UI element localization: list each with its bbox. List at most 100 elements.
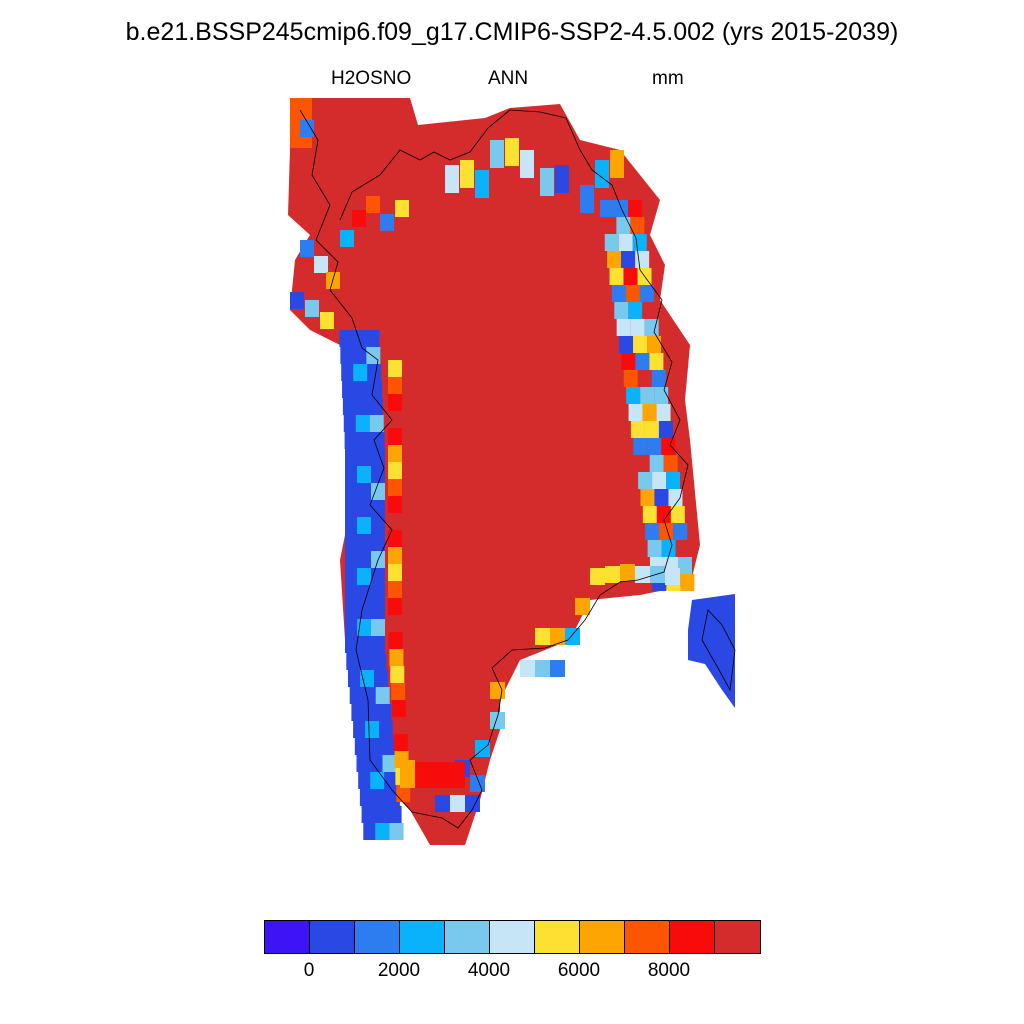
grid-cell bbox=[652, 472, 667, 489]
grid-cell bbox=[644, 319, 659, 336]
coastline bbox=[299, 109, 689, 829]
grid-cell bbox=[435, 795, 450, 812]
grid-cell bbox=[644, 421, 659, 438]
grid-cell bbox=[638, 472, 653, 489]
grid-cell bbox=[388, 564, 402, 581]
grid-cell bbox=[415, 762, 465, 788]
grid-cell bbox=[621, 251, 636, 268]
grid-cell bbox=[659, 523, 674, 540]
grid-cell bbox=[344, 432, 385, 449]
grid-cell bbox=[357, 568, 371, 585]
grid-cell bbox=[604, 234, 619, 251]
grid-cell bbox=[470, 775, 485, 792]
colorbar-swatch-6 bbox=[535, 921, 580, 953]
variable-label: H2OSNO bbox=[331, 68, 412, 89]
grid-cell bbox=[640, 387, 655, 404]
grid-cell bbox=[633, 336, 648, 353]
grid-cell bbox=[345, 500, 385, 517]
grid-cell bbox=[623, 370, 638, 387]
colorbar-swatch-0 bbox=[265, 921, 310, 953]
grid-cell bbox=[460, 160, 474, 188]
grid-cell bbox=[637, 370, 652, 387]
grid-cell bbox=[389, 649, 404, 666]
grid-cell bbox=[351, 704, 392, 721]
grid-cell bbox=[365, 721, 380, 738]
grid-cell bbox=[388, 411, 402, 428]
grid-cell bbox=[649, 353, 664, 370]
grid-cell bbox=[654, 489, 669, 506]
grid-cell bbox=[535, 628, 550, 645]
grid-cell bbox=[635, 455, 650, 472]
colorbar-tick-label: 4000 bbox=[467, 960, 511, 981]
colorbar-swatch-2 bbox=[355, 921, 400, 953]
grid-cell bbox=[361, 806, 402, 823]
plot-title: b.e21.BSSP245cmip6.f09_g17.CMIP6-SSP2-4.… bbox=[125, 18, 899, 46]
grid-cell bbox=[540, 168, 554, 196]
grid-cell bbox=[647, 438, 662, 455]
grid-cell bbox=[393, 734, 408, 751]
grid-cell bbox=[580, 185, 594, 213]
grid-cell bbox=[649, 455, 664, 472]
grid-cell bbox=[621, 353, 636, 370]
grid-cell bbox=[371, 619, 385, 636]
grid-cell bbox=[626, 387, 641, 404]
grid-cell bbox=[602, 217, 617, 234]
grid-cell bbox=[445, 165, 459, 193]
grid-cell bbox=[345, 636, 385, 653]
grid-cell bbox=[354, 738, 395, 755]
grid-cell bbox=[357, 619, 371, 636]
grid-cell bbox=[389, 823, 404, 840]
grid-cell bbox=[680, 574, 695, 591]
grid-cell bbox=[642, 404, 657, 421]
grid-cell bbox=[388, 360, 402, 377]
grid-cell bbox=[388, 377, 402, 394]
grid-cell bbox=[628, 200, 642, 217]
grid-cell bbox=[645, 523, 660, 540]
grid-cell bbox=[320, 312, 334, 329]
island-coastline bbox=[701, 609, 736, 692]
grid-cell bbox=[345, 585, 385, 602]
grid-cell bbox=[639, 285, 654, 302]
grid-cell bbox=[650, 566, 665, 583]
grid-cell bbox=[670, 506, 685, 523]
grid-cell bbox=[352, 210, 366, 227]
grid-cell bbox=[647, 540, 662, 557]
season-label: ANN bbox=[488, 68, 529, 89]
grid-cell bbox=[663, 455, 678, 472]
grid-cell bbox=[380, 214, 394, 231]
grid-cell bbox=[360, 670, 374, 687]
grid-cell bbox=[340, 230, 354, 247]
grid-cell bbox=[357, 517, 371, 534]
grid-cell bbox=[345, 449, 385, 466]
grid-cell bbox=[635, 566, 650, 583]
island-field bbox=[688, 594, 735, 708]
grid-cell bbox=[623, 268, 638, 285]
colorbar-swatch-3 bbox=[400, 921, 445, 953]
colorbar-swatch-4 bbox=[445, 921, 490, 953]
colorbar-tick-label: 8000 bbox=[647, 960, 691, 981]
grid-cell bbox=[314, 256, 328, 273]
grid-cell bbox=[668, 489, 683, 506]
grid-cell bbox=[628, 404, 643, 421]
grid-cell bbox=[392, 717, 407, 734]
grid-cell bbox=[619, 336, 634, 353]
grid-cell bbox=[366, 347, 381, 364]
grid-cell bbox=[656, 404, 671, 421]
grid-cell bbox=[391, 683, 406, 700]
grid-cell bbox=[375, 823, 390, 840]
grid-cell bbox=[640, 489, 655, 506]
grid-cell bbox=[675, 540, 690, 557]
grid-cell bbox=[520, 150, 534, 178]
colorbar-swatch-10 bbox=[715, 921, 760, 953]
grid-cell bbox=[520, 660, 535, 677]
colorbar-swatch-5 bbox=[490, 921, 535, 953]
grid-cell bbox=[625, 285, 640, 302]
grid-cell bbox=[633, 438, 648, 455]
grid-cell bbox=[465, 795, 480, 812]
grid-cell bbox=[388, 394, 402, 411]
grid-cell bbox=[590, 568, 605, 585]
grid-cell bbox=[290, 292, 304, 309]
grid-cell bbox=[490, 140, 504, 168]
grid-cell bbox=[620, 564, 635, 581]
grid-cell bbox=[388, 479, 402, 496]
